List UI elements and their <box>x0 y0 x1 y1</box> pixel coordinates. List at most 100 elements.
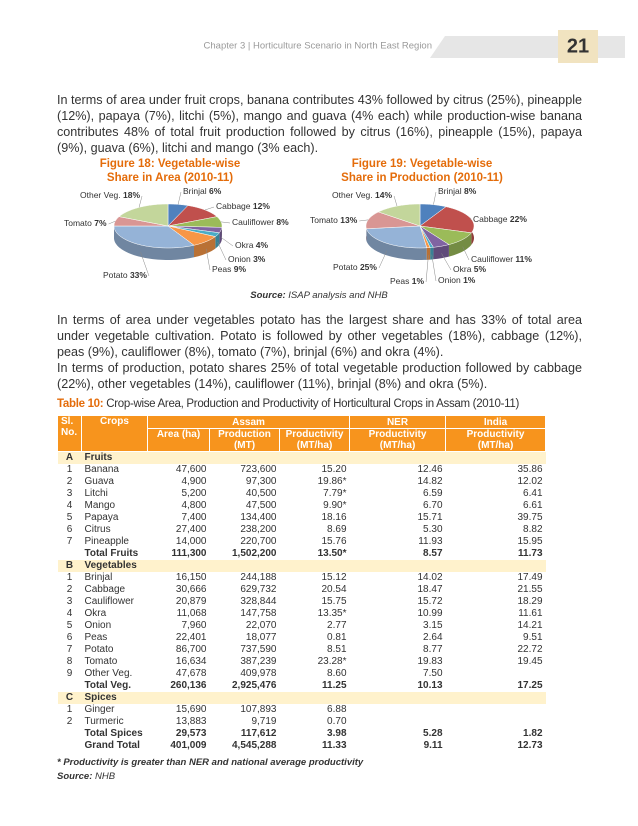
slice-category: Other Veg. <box>332 190 373 200</box>
slice-value: 9% <box>234 264 247 274</box>
footnote: * Productivity is greater than NER and n… <box>57 757 363 768</box>
slice-label: Potato 25% <box>333 262 377 272</box>
table-cell: 18.29 <box>517 596 543 607</box>
slice-label: Other Veg. 14% <box>332 190 392 200</box>
table-cell: 387,239 <box>240 656 277 667</box>
table-cell: 6.41 <box>523 488 543 499</box>
table-cell: 5,200 <box>181 488 207 499</box>
table-cell: 8 <box>66 656 73 667</box>
slice-side <box>448 232 472 257</box>
table-cell: B <box>57 560 82 572</box>
table-cell: Other Veg. <box>84 668 133 679</box>
table-row: 5 Papaya 7,400 134,400 18.16 15.71 39.75 <box>58 512 546 524</box>
table-cell: 4,800 <box>181 500 207 511</box>
table-cell: 21.55 <box>517 584 543 595</box>
table-cell: 10.99 <box>417 608 443 619</box>
figure-source: Source: ISAP analysis and NHB <box>0 290 638 301</box>
footnote-text: * Productivity is greater than NER and n… <box>57 757 364 768</box>
slice-value: 22% <box>510 214 527 224</box>
slice-label: Cauliflower 11% <box>471 254 532 264</box>
table-cell: 134,400 <box>240 512 277 523</box>
slice-category: Cauliflower <box>232 217 274 227</box>
table-cell: 9 <box>66 668 73 679</box>
source-text: ISAP analysis and NHB <box>288 290 388 301</box>
table-cell: 111,300 <box>171 548 207 559</box>
slice-value: 8% <box>464 186 477 196</box>
source-text: NHB <box>95 771 116 782</box>
table-cell <box>58 680 82 692</box>
table-cell: 7.79* <box>323 488 347 499</box>
table-cell: A <box>57 451 82 464</box>
table-cell: 8.82 <box>523 524 543 535</box>
table-cell: 15,690 <box>175 704 207 715</box>
slice-value: 7% <box>94 218 107 228</box>
table-cell <box>446 668 546 680</box>
data-table: Sl. No. Crops Assam NER India Area (ha) … <box>57 415 547 753</box>
table-cell: 9.90* <box>323 500 347 511</box>
table-cell: 5 <box>66 512 73 523</box>
table-cell <box>349 692 446 704</box>
table-cell: 8.60 <box>327 668 347 679</box>
slice-side <box>366 228 427 260</box>
table-cell: 1,502,200 <box>232 548 277 559</box>
table-cell: 11.93 <box>418 536 443 547</box>
table-cell <box>349 451 446 464</box>
table-row: 5 Onion 7,960 22,070 2.77 3.15 14.21 <box>58 620 546 632</box>
paragraph: In terms of production, potato shares 25… <box>57 361 582 391</box>
table-cell: 86,700 <box>175 644 207 655</box>
table-cell: 2 <box>66 584 73 595</box>
slice-category: Peas <box>390 276 409 286</box>
table-row: 4 Mango 4,800 47,500 9.90* 6.70 6.61 <box>58 500 546 512</box>
table-cell: 47,500 <box>245 500 277 511</box>
table-cell: 260,136 <box>170 680 207 691</box>
table-cell: 7 <box>66 536 73 547</box>
slice-label: Potato 33% <box>103 270 147 280</box>
table-row: 1 Ginger 15,690 107,893 6.88 <box>58 704 546 716</box>
table-cell: 3.15 <box>423 620 443 631</box>
table-cell <box>350 716 446 728</box>
leader-line <box>177 191 182 205</box>
slice-value: 33% <box>130 270 147 280</box>
table-cell: 401,009 <box>170 740 207 751</box>
table-cell: 8.69 <box>327 524 347 535</box>
table-cell: 5.30 <box>423 524 443 535</box>
header-cell: Sl. No. <box>57 415 82 452</box>
table-cell: 30,666 <box>175 584 207 595</box>
table-cell: Pineapple <box>84 536 129 547</box>
leader-line <box>441 253 452 271</box>
slice-label: Cabbage 22% <box>473 214 527 224</box>
pie-slice <box>419 203 447 227</box>
table-cell: 3 <box>66 596 73 607</box>
table-cell: Peas <box>84 632 108 643</box>
table-cell: 9.11 <box>423 740 443 751</box>
table-body: A Fruits 1 Banana 47,600 723,600 15.20 12.46 35.… <box>57 451 546 753</box>
header-cell: Production (MT) <box>209 428 280 452</box>
leader-line <box>108 220 116 225</box>
table-cell: 14.21 <box>517 620 543 631</box>
table-cell <box>445 451 546 464</box>
table-cell: 220,700 <box>240 536 277 547</box>
table-cell: 3 <box>66 488 73 499</box>
table-row: 4 Okra 11,068 147,758 13.35* 10.99 11.61 <box>58 608 546 620</box>
leader-line <box>204 206 215 211</box>
table-cell: 11.33 <box>322 740 347 751</box>
table-cell: 17.49 <box>517 572 543 583</box>
slice-category: Tomato <box>64 218 92 228</box>
table-cell: 7 <box>66 644 73 655</box>
table-cell: 12.73 <box>517 740 543 751</box>
table-cell: 19.83 <box>417 656 443 667</box>
table-cell: 328,844 <box>240 596 277 607</box>
slice-category: Cabbage <box>473 214 508 224</box>
table-cell: 15.12 <box>321 572 347 583</box>
slice-value: 11% <box>515 254 532 264</box>
table-cell: 15.20 <box>321 464 347 475</box>
table-title: Crop-wise Area, Production and Productiv… <box>106 398 519 410</box>
table-cell: Brinjal <box>84 572 113 583</box>
table-cell: 1 <box>66 704 73 715</box>
slice-category: Potato <box>103 270 128 280</box>
slice-label: Tomato 7% <box>64 218 107 228</box>
table-cell: 7,960 <box>181 620 207 631</box>
table-cell: 17.25 <box>517 680 543 691</box>
pie-slice <box>419 225 450 248</box>
